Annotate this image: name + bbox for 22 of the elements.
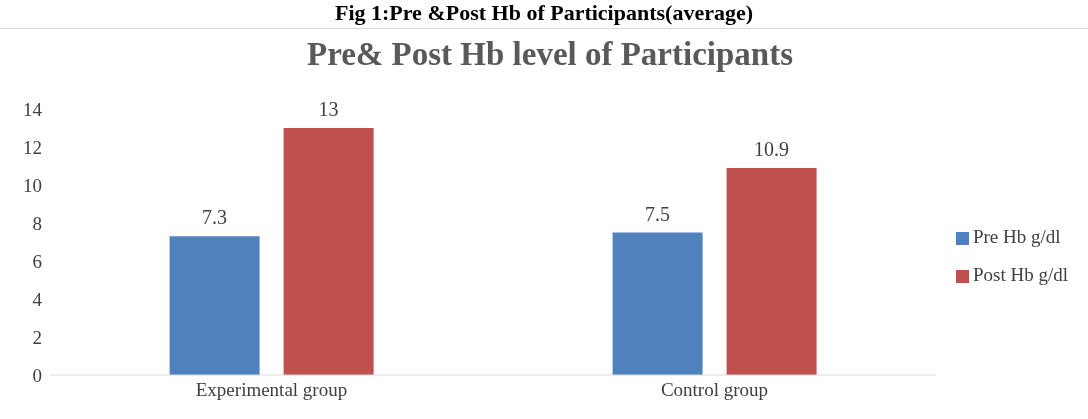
caption: Fig 1:Pre &Post Hb of Participants(average): [333, 0, 755, 26]
bar: [283, 128, 374, 375]
data-label: 7.3: [202, 206, 228, 229]
y-tick-label: 12: [23, 136, 42, 158]
y-tick-label: 2: [32, 326, 42, 348]
bar: [169, 236, 260, 375]
y-tick-label: 10: [23, 174, 42, 196]
legend-label: Pre Hb g/dl: [972, 226, 1061, 247]
data-label: 13: [318, 98, 339, 120]
y-tick-label: 14: [23, 98, 43, 120]
x-tick-label: Experimental group: [195, 379, 348, 401]
y-tick-label: 8: [32, 212, 42, 234]
data-label: 7.5: [645, 202, 671, 225]
x-tick-label: Control group: [660, 379, 769, 401]
chart-title: Pre& Post Hb level of Participants: [305, 36, 794, 73]
y-tick-label: 4: [32, 288, 43, 310]
bar: [726, 167, 817, 375]
legend-label: Post Hb g/dl: [972, 264, 1068, 285]
data-label: 10.9: [754, 137, 790, 160]
y-tick-label: 0: [32, 364, 42, 386]
y-tick-label: 6: [32, 250, 42, 272]
bar: [612, 232, 703, 375]
